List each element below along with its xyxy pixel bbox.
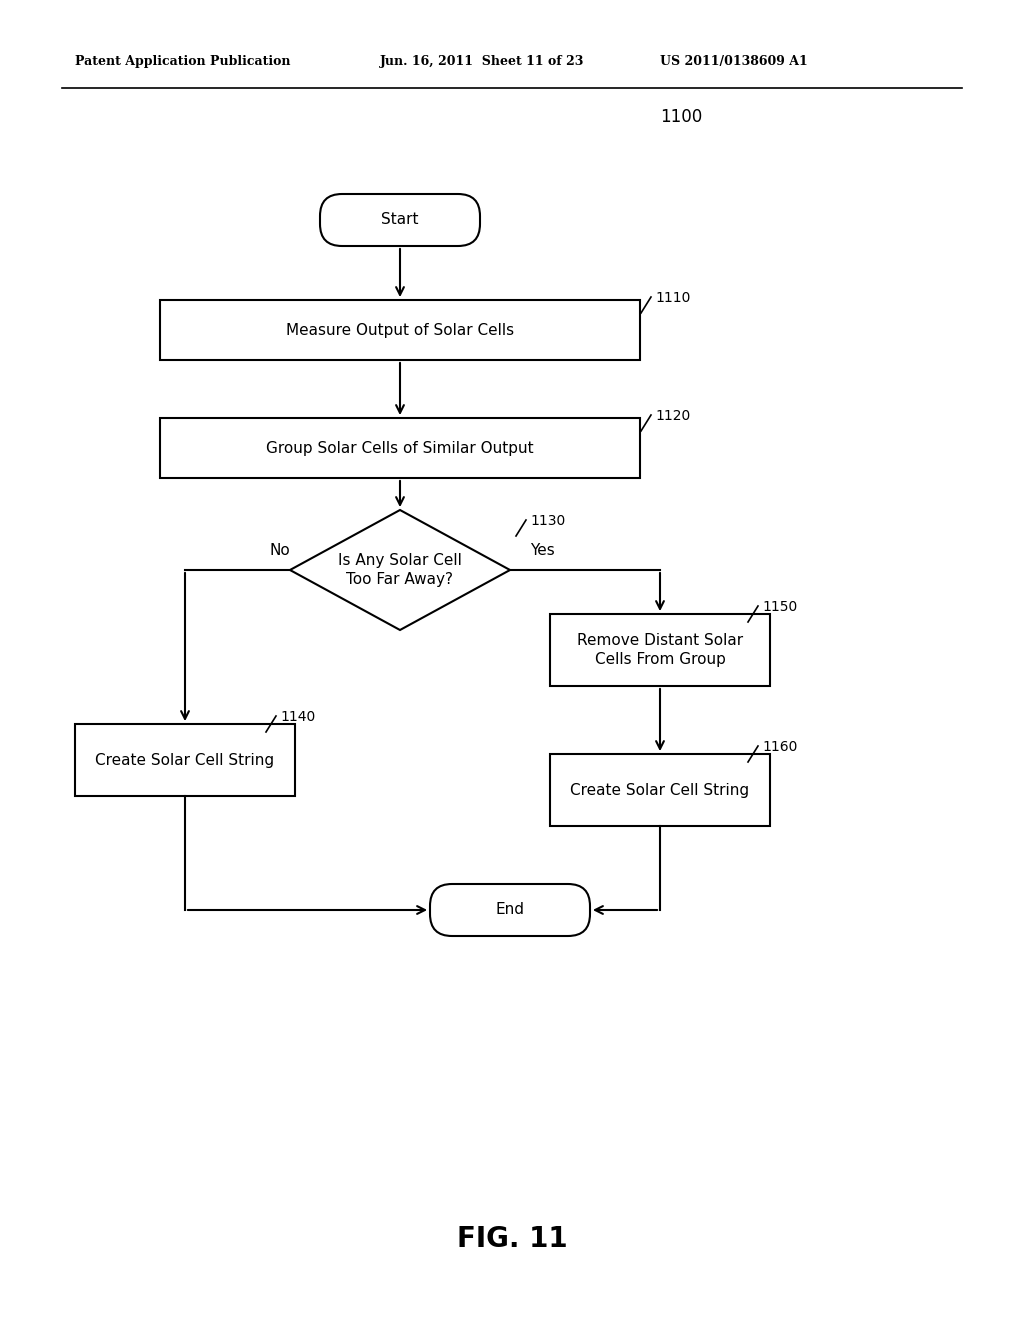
Text: 1130: 1130 [530, 513, 565, 528]
Text: Create Solar Cell String: Create Solar Cell String [95, 752, 274, 767]
Text: No: No [269, 543, 290, 558]
Bar [160, 418, 640, 478]
Text: FIG. 11: FIG. 11 [457, 1225, 567, 1253]
Text: Group Solar Cells of Similar Output: Group Solar Cells of Similar Output [266, 441, 534, 455]
Polygon shape [290, 510, 510, 630]
Text: Jun. 16, 2011  Sheet 11 of 23: Jun. 16, 2011 Sheet 11 of 23 [380, 55, 585, 69]
Text: 1140: 1140 [280, 710, 315, 723]
Text: 1160: 1160 [762, 741, 798, 754]
FancyBboxPatch shape [319, 194, 480, 246]
Bar [160, 300, 640, 360]
Text: Remove Distant Solar
Cells From Group: Remove Distant Solar Cells From Group [577, 632, 743, 668]
Text: Yes: Yes [530, 543, 555, 558]
Text: Start: Start [381, 213, 419, 227]
Text: 1100: 1100 [660, 108, 702, 125]
Bar [550, 754, 770, 826]
Bar [75, 723, 295, 796]
Text: 1110: 1110 [655, 290, 690, 305]
Text: Measure Output of Solar Cells: Measure Output of Solar Cells [286, 322, 514, 338]
Text: Is Any Solar Cell
Too Far Away?: Is Any Solar Cell Too Far Away? [338, 553, 462, 587]
Text: 1150: 1150 [762, 601, 798, 614]
Text: Create Solar Cell String: Create Solar Cell String [570, 783, 750, 797]
Text: End: End [496, 903, 524, 917]
FancyBboxPatch shape [430, 884, 590, 936]
Bar [550, 614, 770, 686]
Text: 1120: 1120 [655, 409, 690, 422]
Text: US 2011/0138609 A1: US 2011/0138609 A1 [660, 55, 808, 69]
Text: Patent Application Publication: Patent Application Publication [75, 55, 291, 69]
